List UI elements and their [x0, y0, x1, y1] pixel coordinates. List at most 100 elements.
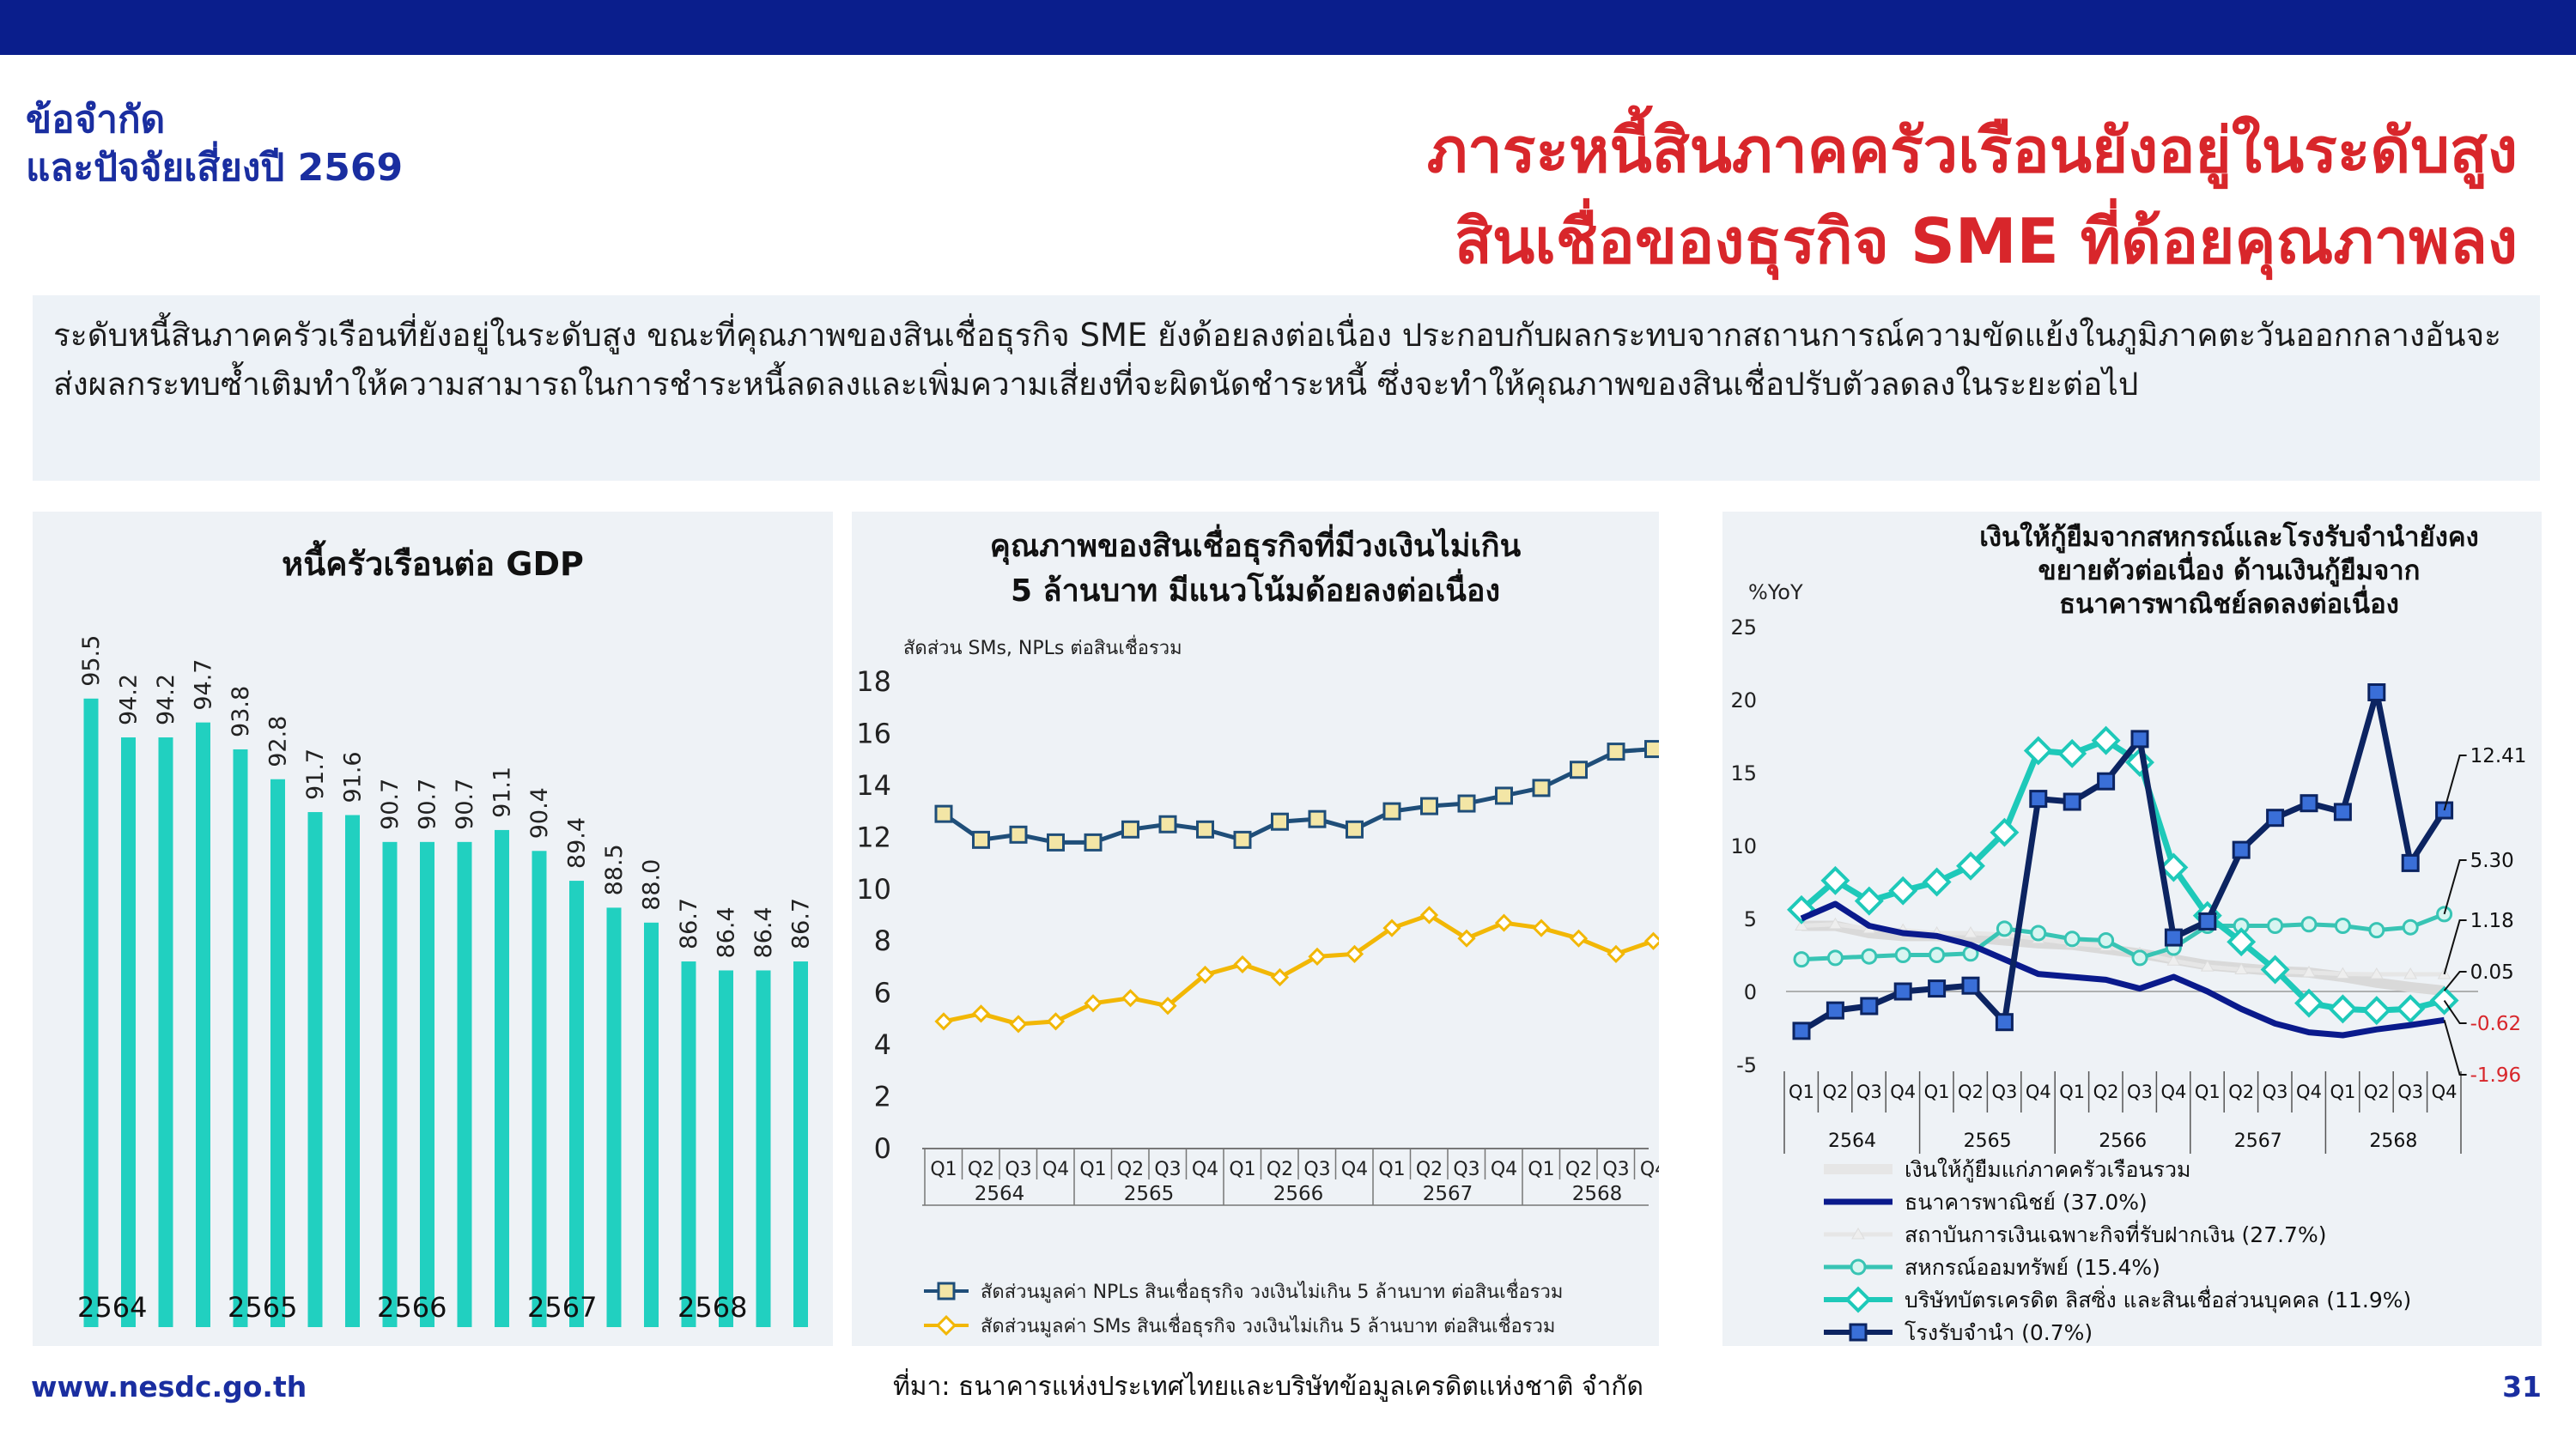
- sm-data-point: [1158, 997, 1177, 1016]
- household-debt-value-label: 91.7: [302, 749, 329, 800]
- npl-data-point: [1495, 786, 1513, 805]
- end-value-label: -1.96: [2470, 1064, 2522, 1087]
- household-debt-value-label: 94.2: [116, 674, 143, 725]
- chart2-quarter-label: Q2: [1267, 1159, 1293, 1180]
- sfi-data-point: [1964, 926, 1978, 938]
- pawnshop-data-point: [2367, 683, 2386, 701]
- end-value-label: -0.62: [2470, 1013, 2522, 1035]
- chart3-quarter-label: Q3: [2127, 1082, 2153, 1102]
- sfi-data-point: [2234, 962, 2249, 974]
- end-label-leader: [2443, 971, 2467, 991]
- npl-data-point: [1233, 830, 1252, 849]
- chart3-quarter-label: Q2: [2093, 1082, 2119, 1102]
- sm-data-point: [1419, 906, 1439, 925]
- chart3-quarter-label: Q3: [2397, 1082, 2423, 1102]
- section-title-line2: และปัจจัยเสี่ยงปี 2569: [26, 146, 404, 190]
- chart2-quarter-label: Q3: [1154, 1159, 1181, 1180]
- credit-card-data-point: [2227, 927, 2257, 957]
- household-debt-bar: [233, 749, 248, 1327]
- chart3-ytick: 5: [1744, 907, 1757, 931]
- chart2-quarter-label: Q4: [1640, 1159, 1659, 1180]
- chart3-legend-label: บริษัทบัตรเครดิต ลิสซิ่ง และสินเชื่อส่วน…: [1905, 1285, 2411, 1313]
- chart2-ytick: 2: [874, 1081, 891, 1113]
- chart3-quarter-label: Q3: [1991, 1082, 2017, 1102]
- household-debt-chart: หนี้ครัวเรือนต่อ GDP 95.5 94.2 94.2 94.7 93.…: [77, 540, 815, 1327]
- chart2-year-label: 2565: [1124, 1183, 1175, 1205]
- household-debt-bar: [606, 907, 622, 1327]
- website-link[interactable]: www.nesdc.go.th: [31, 1370, 307, 1404]
- npl-data-point: [1382, 802, 1401, 821]
- credit-card-data-point: [1854, 886, 1884, 916]
- chart3-quarter-label: Q2: [1958, 1082, 1984, 1102]
- sfi-data-point: [2200, 960, 2215, 972]
- household-debt-bar: [382, 841, 398, 1327]
- pawnshop-data-point: [1893, 982, 1912, 1001]
- household-debt-bar: [756, 970, 771, 1327]
- end-value-label: 0.05: [2470, 961, 2514, 984]
- sm-data-point: [1084, 994, 1103, 1013]
- chart3-legend-label: ธนาคารพาณิชย์ (37.0%): [1905, 1190, 2148, 1215]
- npl-data-point: [1084, 833, 1103, 852]
- credit-card-data-point: [1820, 865, 1850, 895]
- chart2-ytick: 10: [856, 873, 891, 906]
- top-banner: [0, 0, 2576, 55]
- household-debt-value-label: 91.1: [489, 767, 516, 818]
- chart2-year-label: 2566: [1273, 1183, 1324, 1205]
- household-debt-bar: [681, 961, 696, 1327]
- sm-data-point: [1046, 1012, 1066, 1031]
- chart2-ytick: 8: [874, 925, 891, 957]
- cooperatives-data-point: [2098, 932, 2115, 949]
- pawnshop-data-point: [2198, 912, 2217, 931]
- sfi-data-point: [1795, 919, 1808, 931]
- end-label-leader: [2443, 999, 2467, 1024]
- household-debt-bar: [495, 829, 509, 1327]
- chart3-legend-label: เงินให้กู้ยืมแก่ภาคครัวเรือนรวม: [1905, 1157, 2191, 1183]
- chart2-quarter-label: Q2: [1416, 1159, 1443, 1180]
- chart2-quarter-label: Q1: [1528, 1159, 1554, 1180]
- sm-data-point: [1308, 947, 1327, 966]
- chart3-quarter-label: Q1: [1789, 1082, 1814, 1102]
- chart2-quarter-label: Q2: [968, 1159, 994, 1180]
- household-debt-bar: [307, 812, 323, 1327]
- chart2-quarter-label: Q1: [1079, 1159, 1106, 1180]
- chart2-quarter-label: Q1: [1378, 1159, 1405, 1180]
- source-note: ที่มา: ธนาคารแห่งประเทศไทยและบริษัทข้อมู…: [893, 1372, 1643, 1402]
- chart3-ytick: 10: [1730, 834, 1757, 858]
- chart3-quarter-label: Q1: [2195, 1082, 2221, 1102]
- sm-data-point: [1532, 919, 1551, 937]
- chart2-title-line1: คุณภาพของสินเชื่อธุรกิจที่มีวงเงินไม่เกิ…: [990, 524, 1522, 566]
- household-debt-value-label: 91.6: [340, 751, 367, 803]
- pawnshop-data-point: [2097, 772, 2116, 791]
- chart3-title-line1: เงินให้กู้ยืมจากสหกรณ์และโรงรับจำนำยังคง: [1979, 521, 2478, 554]
- chart3-title-line2: ขยายตัวต่อเนื่อง ด้านเงินกู้ยืมจาก: [2038, 551, 2421, 587]
- credit-card-data-point: [2091, 725, 2121, 755]
- chart3-ylabel: %YoY: [1748, 580, 1803, 604]
- household-debt-value-label: 86.4: [750, 906, 777, 958]
- commercial-bank-line: [1800, 900, 2445, 1039]
- sfi-data-point: [1828, 917, 1843, 930]
- sm-data-point: [1494, 913, 1514, 932]
- chart3-legend-marker: [1850, 1258, 1867, 1276]
- chart2-ylabel: สัดส่วน SMs, NPLs ต่อสินเชื่อรวม: [903, 634, 1182, 659]
- pawnshop-data-point: [2401, 853, 2420, 872]
- chart3-quarter-label: Q4: [2296, 1082, 2322, 1102]
- chart3-year-label: 2567: [2234, 1131, 2282, 1152]
- chart3-quarter-label: Q1: [1924, 1082, 1950, 1102]
- headline-line1: ภาระหนี้สินภาคครัวเรือนยังอยู่ในระดับสูง: [1426, 114, 2518, 186]
- cooperatives-data-point: [2368, 922, 2385, 939]
- summary-text: ระดับหนี้สินภาคครัวเรือนที่ยังอยู่ในระดั…: [53, 317, 2502, 403]
- sm-data-point: [1270, 967, 1290, 987]
- chart2-ytick: 0: [874, 1132, 891, 1165]
- chart3-ytick: 20: [1730, 688, 1757, 712]
- chart2-ytick: 16: [856, 717, 891, 749]
- page-number: 31: [2502, 1370, 2542, 1404]
- household-debt-value-label: 92.8: [265, 716, 292, 767]
- household-debt-year-label: 2568: [677, 1291, 747, 1324]
- sfi-data-point: [2302, 965, 2316, 978]
- sfi-data-point: [2336, 967, 2350, 979]
- pawnshop-data-point: [2130, 730, 2149, 749]
- sm-data-point: [1607, 944, 1625, 963]
- household-debt-panel: หนี้ครัวเรือนต่อ GDP 95.5 94.2 94.2 94.7 93.…: [33, 512, 833, 1346]
- chart2-ytick: 14: [856, 769, 891, 802]
- chart3-quarter-label: Q1: [2330, 1082, 2355, 1102]
